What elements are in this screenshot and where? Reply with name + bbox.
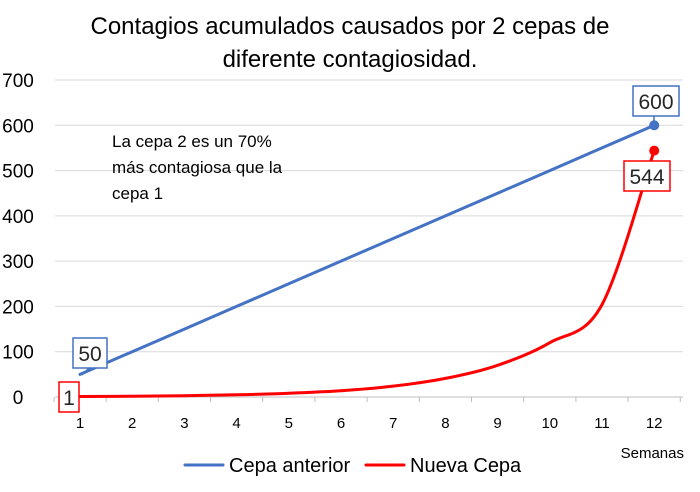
x-tick-label-4: 4	[232, 415, 240, 432]
y-tick-labels: 0 100 200 300 400 500 600 700	[2, 71, 34, 409]
x-tick-label-2: 2	[128, 415, 136, 432]
x-tick-label-3: 3	[180, 415, 188, 432]
data-label-box-cepa-anterior-1	[72, 337, 108, 369]
y-tick-label-600: 600	[2, 116, 34, 137]
x-tick-label-5: 5	[285, 415, 293, 432]
y-tick-label-200: 200	[2, 297, 34, 318]
x-tick-label-12: 12	[646, 415, 663, 432]
x-tick-label-8: 8	[441, 415, 449, 432]
y-tick-label-700: 700	[2, 71, 34, 92]
y-tick-label-0: 0	[13, 388, 24, 409]
chart-title-line-2: diferente contagiosidad.	[223, 46, 478, 73]
x-axis: 1 2 3 4 5 6 7 8 9 10 11 12	[53, 396, 683, 432]
data-label-nueva-cepa-12: 544	[629, 166, 664, 189]
x-tick-label-11: 11	[594, 415, 610, 432]
legend-label-cepa-anterior: Cepa anterior	[229, 455, 351, 477]
y-tick-label-500: 500	[2, 162, 34, 183]
legend: Cepa anterior Nueva Cepa	[183, 455, 522, 477]
legend-label-nueva-cepa: Nueva Cepa	[410, 455, 522, 477]
data-label-nueva-cepa-1: 1	[63, 387, 75, 410]
annotation-line-1: La cepa 2 es un 70%	[112, 132, 272, 151]
data-label-cepa-anterior-1: 50	[78, 343, 101, 366]
x-axis-title: Semanas	[621, 445, 684, 462]
gridlines	[55, 79, 683, 353]
data-label-box-cepa-anterior-12	[632, 85, 680, 117]
data-label-box-nueva-cepa-1	[58, 381, 80, 413]
x-tick-label-10: 10	[541, 415, 558, 432]
data-label-cepa-anterior-12: 600	[638, 91, 673, 114]
y-tick-label-100: 100	[2, 343, 34, 364]
x-tick-label-7: 7	[389, 415, 397, 432]
x-tick-label-9: 9	[493, 415, 501, 432]
series-line-cepa-anterior	[78, 123, 656, 376]
data-label-box-nueva-cepa-12	[623, 160, 671, 192]
marker-nueva-cepa-12	[649, 145, 660, 156]
x-tick-label-6: 6	[337, 415, 345, 432]
series-line-nueva-cepa	[78, 149, 656, 399]
annotation-line-2: más contagiosa que la	[112, 158, 283, 177]
y-tick-label-300: 300	[2, 252, 34, 273]
data-labels: 50 600 1 544	[58, 85, 680, 413]
annotation-line-3: cepa 1	[112, 184, 163, 203]
x-tick-label-1: 1	[76, 415, 84, 432]
series	[78, 120, 660, 399]
y-tick-label-400: 400	[2, 207, 34, 228]
chart-title-line-1: Contagios acumulados causados por 2 cepa…	[91, 13, 610, 40]
leader-nueva-cepa-12	[649, 151, 655, 162]
marker-cepa-anterior-12	[649, 120, 660, 131]
leader-cepa-anterior-1	[81, 367, 90, 376]
